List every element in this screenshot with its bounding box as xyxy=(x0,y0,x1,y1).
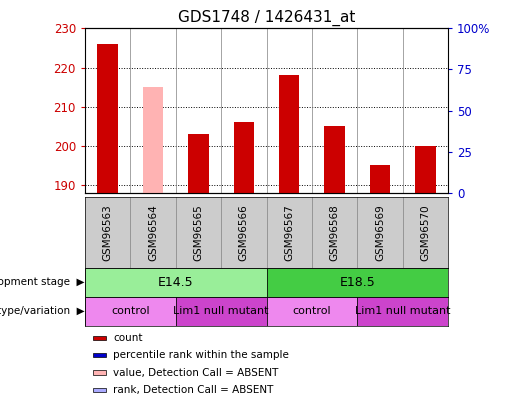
Bar xyxy=(370,165,390,193)
Bar xyxy=(279,75,299,193)
Bar xyxy=(267,268,448,297)
Text: development stage  ▶: development stage ▶ xyxy=(0,277,85,287)
Bar xyxy=(357,297,448,326)
Bar xyxy=(93,388,106,392)
Bar xyxy=(188,134,209,193)
Text: E18.5: E18.5 xyxy=(339,276,375,289)
Bar xyxy=(85,297,176,326)
Text: percentile rank within the sample: percentile rank within the sample xyxy=(113,350,289,360)
Text: Lim1 null mutant: Lim1 null mutant xyxy=(355,307,451,316)
Text: GSM96569: GSM96569 xyxy=(375,204,385,261)
Bar xyxy=(93,371,106,375)
Text: GSM96566: GSM96566 xyxy=(239,204,249,261)
Text: control: control xyxy=(293,307,331,316)
Bar xyxy=(234,122,254,193)
Bar xyxy=(97,44,118,193)
Bar xyxy=(93,336,106,340)
Text: genotype/variation  ▶: genotype/variation ▶ xyxy=(0,307,85,316)
Text: rank, Detection Call = ABSENT: rank, Detection Call = ABSENT xyxy=(113,385,273,395)
Text: GSM96563: GSM96563 xyxy=(102,204,113,261)
Text: GSM96564: GSM96564 xyxy=(148,204,158,261)
Bar xyxy=(143,87,163,193)
Bar xyxy=(267,297,357,326)
Bar xyxy=(324,126,345,193)
Text: Lim1 null mutant: Lim1 null mutant xyxy=(174,307,269,316)
Text: value, Detection Call = ABSENT: value, Detection Call = ABSENT xyxy=(113,368,279,377)
Bar xyxy=(415,146,436,193)
Text: count: count xyxy=(113,333,143,343)
Text: GSM96567: GSM96567 xyxy=(284,204,294,261)
Text: E14.5: E14.5 xyxy=(158,276,194,289)
Bar xyxy=(85,268,267,297)
Bar xyxy=(176,297,267,326)
Text: GSM96568: GSM96568 xyxy=(330,204,339,261)
Title: GDS1748 / 1426431_at: GDS1748 / 1426431_at xyxy=(178,9,355,26)
Text: GSM96565: GSM96565 xyxy=(194,204,203,261)
Bar xyxy=(93,353,106,358)
Text: GSM96570: GSM96570 xyxy=(420,204,431,260)
Text: control: control xyxy=(111,307,150,316)
